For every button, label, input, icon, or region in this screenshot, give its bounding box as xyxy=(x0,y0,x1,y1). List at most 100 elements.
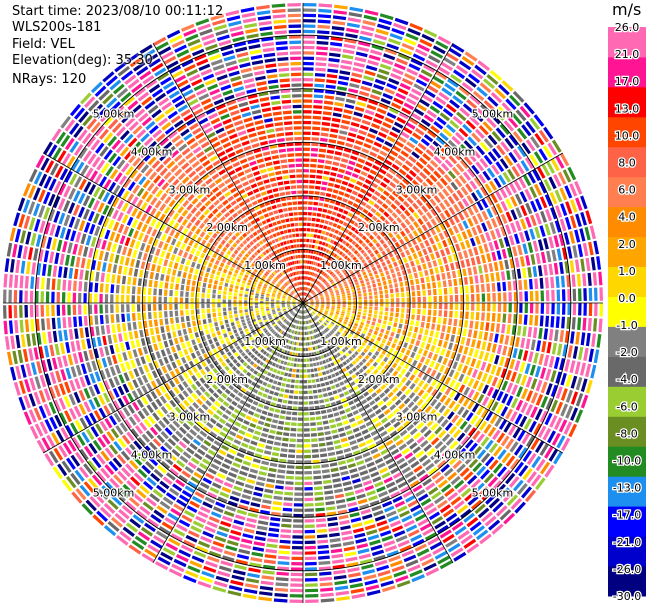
velocity-gate xyxy=(386,207,394,214)
velocity-gate xyxy=(537,239,544,251)
velocity-gate xyxy=(512,246,518,257)
velocity-gate xyxy=(318,442,326,447)
velocity-gate xyxy=(297,433,303,437)
velocity-gate xyxy=(331,123,340,128)
velocity-gate xyxy=(444,209,451,218)
velocity-gate xyxy=(304,292,306,296)
velocity-gate xyxy=(328,233,333,238)
velocity-gate xyxy=(428,188,436,197)
velocity-gate xyxy=(569,360,576,374)
velocity-gate xyxy=(303,364,307,368)
velocity-gate xyxy=(279,545,291,550)
velocity-gate xyxy=(324,490,334,495)
velocity-gate xyxy=(594,287,598,301)
velocity-gate xyxy=(102,335,107,346)
velocity-gate xyxy=(341,59,353,65)
velocity-gate xyxy=(508,235,515,246)
velocity-gate xyxy=(247,398,254,404)
velocity-gate xyxy=(262,427,270,433)
velocity-gate xyxy=(251,551,264,557)
velocity-gate xyxy=(309,169,316,173)
velocity-gate xyxy=(234,313,238,318)
velocity-gate xyxy=(235,317,239,321)
velocity-gate xyxy=(505,224,512,235)
velocity-gate xyxy=(363,196,370,202)
velocity-gate xyxy=(303,342,306,346)
velocity-gate xyxy=(223,550,236,557)
velocity-gate xyxy=(303,51,315,55)
velocity-gate xyxy=(426,367,432,375)
velocity-gate xyxy=(326,226,332,231)
velocity-gate xyxy=(543,237,549,250)
velocity-gate xyxy=(351,445,359,451)
velocity-gate xyxy=(333,276,338,280)
velocity-gate xyxy=(292,524,303,528)
velocity-gate xyxy=(440,162,450,172)
velocity-gate xyxy=(306,265,309,270)
velocity-gate xyxy=(283,427,290,431)
velocity-gate xyxy=(316,169,323,174)
velocity-gate xyxy=(295,476,303,480)
velocity-gate xyxy=(220,324,225,330)
velocity-gate xyxy=(393,261,398,267)
velocity-gate xyxy=(409,136,419,145)
velocity-gate xyxy=(304,454,312,459)
velocity-gate xyxy=(293,395,299,400)
velocity-gate xyxy=(380,404,388,411)
velocity-gate xyxy=(483,100,495,111)
velocity-gate xyxy=(371,505,382,512)
velocity-gate xyxy=(416,315,421,321)
velocity-gate xyxy=(303,331,305,336)
velocity-gate xyxy=(498,238,505,249)
velocity-gate xyxy=(348,417,356,423)
velocity-gate xyxy=(389,149,399,157)
velocity-gate xyxy=(347,251,352,256)
velocity-gate xyxy=(47,331,53,344)
velocity-gate xyxy=(303,217,307,221)
velocity-gate xyxy=(267,532,279,538)
velocity-gate xyxy=(386,259,391,265)
velocity-gate xyxy=(371,146,380,153)
velocity-gate xyxy=(467,217,474,227)
velocity-gate xyxy=(532,327,538,339)
velocity-gate xyxy=(356,252,361,258)
velocity-gate xyxy=(101,357,108,368)
velocity-gate xyxy=(474,64,487,76)
velocity-gate xyxy=(438,91,450,101)
velocity-gate xyxy=(442,280,447,288)
velocity-gate xyxy=(596,256,602,270)
velocity-gate xyxy=(352,367,357,372)
velocity-gate xyxy=(453,371,460,380)
velocity-gate xyxy=(294,358,298,362)
velocity-gate xyxy=(320,137,328,142)
velocity-gate xyxy=(443,174,452,183)
velocity-gate xyxy=(481,312,485,321)
velocity-gate xyxy=(447,170,457,180)
velocity-gate xyxy=(209,396,216,403)
velocity-gate xyxy=(491,130,502,142)
velocity-gate xyxy=(331,429,338,434)
velocity-gate xyxy=(291,422,297,426)
velocity-gate xyxy=(329,462,338,467)
velocity-gate xyxy=(275,386,281,391)
velocity-gate xyxy=(367,351,373,357)
velocity-gate xyxy=(291,417,297,421)
velocity-gate xyxy=(282,355,286,359)
velocity-gate xyxy=(458,345,464,354)
velocity-gate xyxy=(309,341,312,346)
velocity-gate xyxy=(323,236,328,241)
velocity-gate xyxy=(343,447,351,453)
velocity-gate xyxy=(534,278,539,290)
velocity-gate xyxy=(401,42,415,51)
velocity-gate xyxy=(341,119,351,125)
velocity-gate xyxy=(196,337,201,344)
velocity-gate xyxy=(224,319,229,324)
velocity-gate xyxy=(430,125,440,134)
velocity-gate xyxy=(375,28,389,36)
velocity-gate xyxy=(400,222,407,229)
velocity-gate xyxy=(200,394,207,402)
velocity-gate xyxy=(321,387,327,392)
velocity-gate xyxy=(455,90,467,101)
velocity-gate xyxy=(470,358,477,367)
velocity-gate xyxy=(304,298,307,302)
